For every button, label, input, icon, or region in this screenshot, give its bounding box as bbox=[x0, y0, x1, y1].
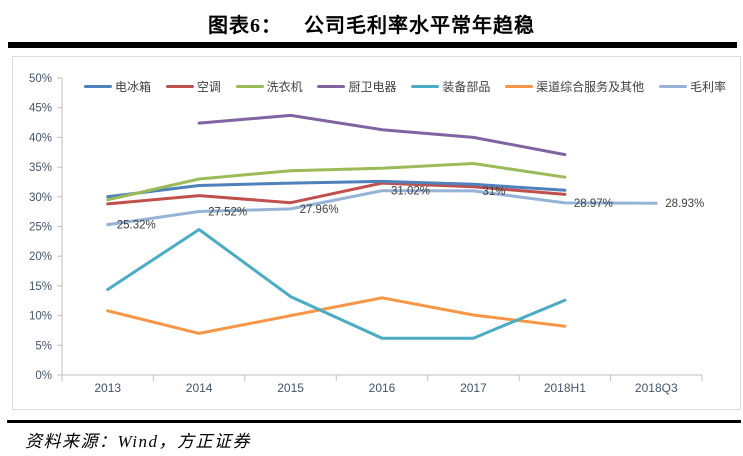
y-axis-label: 45% bbox=[29, 103, 52, 115]
x-axis-label: 2016 bbox=[369, 381, 396, 395]
legend-label: 毛利率 bbox=[689, 80, 726, 94]
legend-swatch bbox=[235, 85, 264, 88]
y-axis-label: 15% bbox=[29, 281, 52, 293]
data-label: 25.32% bbox=[117, 220, 156, 232]
data-label: 28.97% bbox=[574, 198, 613, 210]
series-line-洗衣机 bbox=[106, 162, 567, 202]
y-axis-label: 50% bbox=[29, 73, 52, 85]
source-text: 资料来源：Wind，方正证券 bbox=[25, 432, 251, 451]
legend-swatch bbox=[505, 85, 534, 88]
legend-item-洗衣机: 洗衣机 bbox=[235, 78, 303, 95]
legend-item-装备部品: 装备部品 bbox=[411, 78, 490, 95]
legend-label: 装备部品 bbox=[442, 80, 491, 94]
x-axis-label: 2018H1 bbox=[544, 381, 586, 395]
series-line-厨卫电器 bbox=[197, 113, 567, 157]
y-axis-label: 5% bbox=[35, 340, 52, 352]
page-title: 公司毛利率水平常年趋稳 bbox=[304, 15, 535, 37]
series-line-空调 bbox=[106, 181, 567, 206]
legend-label: 渠道综合服务及其他 bbox=[536, 80, 645, 94]
legend-item-渠道综合服务及其他: 渠道综合服务及其他 bbox=[505, 78, 644, 95]
legend-item-厨卫电器: 厨卫电器 bbox=[317, 78, 397, 95]
data-label: 27.96% bbox=[300, 204, 339, 216]
y-axis-label: 0% bbox=[35, 370, 52, 382]
data-label: 31.02% bbox=[391, 186, 430, 198]
legend-swatch bbox=[658, 85, 687, 88]
data-label: 27.52% bbox=[208, 207, 247, 219]
x-axis-label: 2015 bbox=[277, 381, 304, 395]
chart-header: 图表6： 公司毛利率水平常年趋稳 bbox=[0, 9, 743, 38]
x-axis-label: 2017 bbox=[460, 381, 487, 395]
data-label: 31% bbox=[482, 186, 505, 198]
series-line-毛利率 bbox=[106, 189, 658, 227]
legend-swatch bbox=[411, 85, 440, 88]
legend-swatch bbox=[84, 85, 112, 88]
data-label: 28.93% bbox=[665, 198, 704, 210]
x-axis-label: 2014 bbox=[186, 381, 213, 395]
footer-divider bbox=[7, 420, 741, 423]
legend-swatch bbox=[317, 85, 346, 88]
legend-item-电冰箱: 电冰箱 bbox=[84, 78, 151, 95]
legend-swatch bbox=[165, 85, 194, 88]
legend-label: 空调 bbox=[196, 80, 221, 94]
figure-label: 图表6： bbox=[208, 15, 282, 37]
y-axis-label: 30% bbox=[29, 192, 52, 204]
legend-item-空调: 空调 bbox=[165, 78, 221, 95]
chart-frame bbox=[12, 56, 741, 410]
y-axis-label: 35% bbox=[29, 162, 52, 174]
chart-legend: 电冰箱 空调 洗衣机 厨卫电器 装备部品 渠道综合服务及其他 毛利率 bbox=[84, 79, 726, 94]
legend-label: 电冰箱 bbox=[115, 80, 152, 94]
title-divider bbox=[8, 42, 737, 48]
x-axis-label: 2018Q3 bbox=[635, 381, 678, 395]
legend-label: 厨卫电器 bbox=[348, 80, 397, 94]
legend-item-毛利率: 毛利率 bbox=[658, 78, 726, 95]
y-axis-label: 20% bbox=[29, 251, 52, 263]
y-axis-label: 40% bbox=[29, 132, 52, 144]
series-line-装备部品 bbox=[106, 228, 567, 340]
series-line-渠道综合服务及其他 bbox=[106, 296, 567, 335]
legend-label: 洗衣机 bbox=[266, 80, 303, 94]
y-axis-label: 10% bbox=[29, 311, 52, 323]
series-line-电冰箱 bbox=[106, 179, 567, 199]
y-axis-label: 25% bbox=[29, 222, 52, 234]
x-axis-label: 2013 bbox=[94, 381, 121, 395]
